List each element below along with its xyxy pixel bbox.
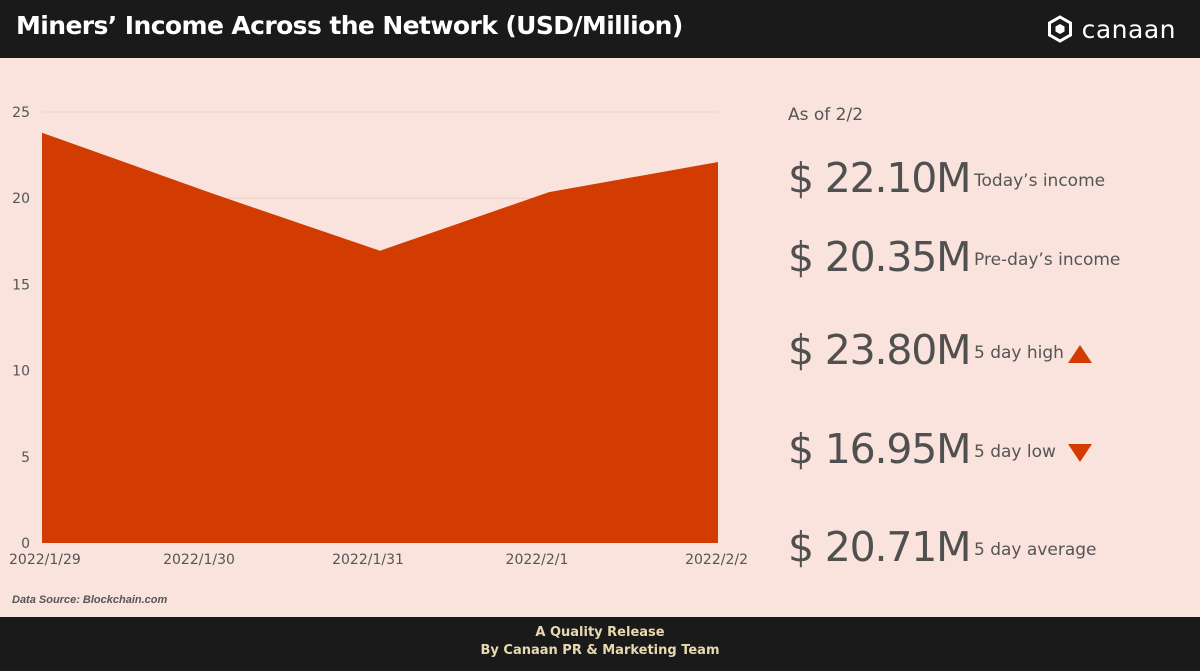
x-tick-label: 2022/1/29	[9, 552, 81, 568]
y-tick-label: 25	[12, 105, 30, 121]
page-title: Miners’ Income Across the Network (USD/M…	[16, 11, 683, 40]
as-of-date: As of 2/2	[788, 105, 864, 125]
x-tick-label: 2022/1/31	[332, 552, 404, 568]
stat-value: $ 20.71M	[788, 523, 971, 571]
x-tick-label: 2022/1/30	[163, 552, 235, 568]
x-tick-label: 2022/2/2	[685, 552, 748, 568]
footer-bar: A Quality Release By Canaan PR & Marketi…	[0, 617, 1200, 671]
chart-area	[41, 132, 719, 544]
stat-today-income: $ 22.10M Today’s income	[788, 153, 1188, 213]
y-axis-ticks: 0 5 10 15 20 25	[12, 105, 30, 552]
stat-5-day-average: $ 20.71M 5 day average	[788, 522, 1188, 582]
data-source-note: Data Source: Blockchain.com	[12, 594, 168, 606]
income-area-series	[42, 132, 718, 544]
x-axis-ticks: 2022/1/29 2022/1/30 2022/1/31 2022/2/1 2022/…	[9, 552, 748, 568]
header-bar: Miners’ Income Across the Network (USD/M…	[0, 0, 1200, 58]
stat-label: Today’s income	[974, 171, 1106, 191]
y-tick-label: 0	[21, 536, 30, 552]
footer-line-1: A Quality Release	[535, 625, 665, 640]
footer-line-2: By Canaan PR & Marketing Team	[480, 643, 720, 658]
stat-5-day-high: $ 23.80M 5 day high	[788, 325, 1188, 385]
stat-label: Pre-day’s income	[974, 250, 1121, 270]
stat-label: 5 day low	[974, 442, 1056, 462]
stats-panel: As of 2/2 $ 22.10M Today’s income $ 20.3…	[788, 58, 1188, 618]
x-tick-label: 2022/2/1	[506, 552, 569, 568]
stat-5-day-low: $ 16.95M 5 day low	[788, 424, 1188, 484]
brand-logo: canaan	[1046, 12, 1176, 46]
y-tick-label: 20	[12, 191, 30, 207]
y-tick-label: 15	[12, 277, 30, 293]
down-triangle-icon	[1068, 444, 1092, 462]
stat-value: $ 20.35M	[788, 233, 971, 281]
up-triangle-icon	[1068, 345, 1092, 363]
stat-label: 5 day average	[974, 540, 1097, 560]
brand-name: canaan	[1081, 14, 1176, 44]
stat-label: 5 day high	[974, 343, 1064, 363]
stat-value: $ 16.95M	[788, 425, 971, 473]
stat-value: $ 22.10M	[788, 154, 971, 202]
canaan-logo-icon	[1047, 15, 1072, 43]
y-tick-label: 10	[12, 364, 30, 380]
stat-previous-day-income: $ 20.35M Pre-day’s income	[788, 232, 1188, 292]
y-tick-label: 5	[21, 450, 30, 466]
stat-value: $ 23.80M	[788, 326, 971, 374]
